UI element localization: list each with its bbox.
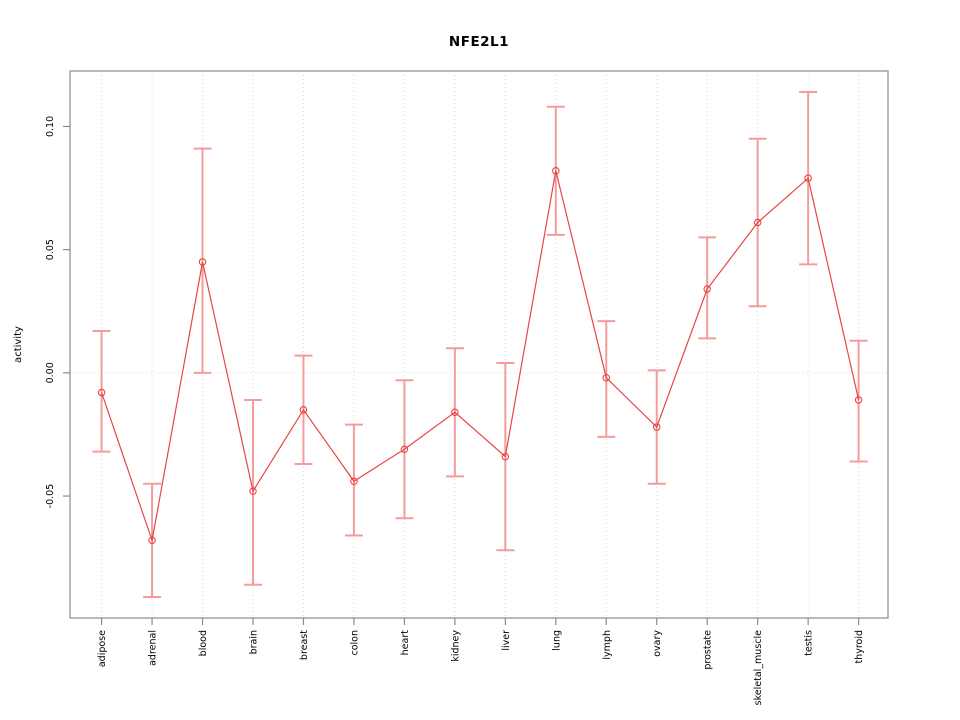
data-point [451, 408, 459, 417]
y-tick-label: -0.05 [45, 484, 56, 509]
x-tick-label: thyroid [854, 630, 865, 664]
data-point [400, 445, 409, 453]
x-tick-label: prostate [703, 630, 714, 670]
data-point [198, 258, 207, 266]
data-point [148, 536, 156, 545]
data-point [501, 452, 510, 461]
data-point [703, 285, 711, 293]
data-point [652, 423, 661, 431]
x-tick-label: lung [551, 630, 562, 651]
x-tick-label: adipose [97, 630, 108, 667]
data-point [249, 487, 257, 495]
chart-title: NFE2L1 [448, 34, 510, 50]
x-tick-label: lymph [602, 630, 613, 660]
data-point [753, 218, 762, 227]
y-tick-label: 0.00 [45, 362, 56, 383]
data-point [97, 388, 106, 397]
x-tick-label: kidney [450, 630, 461, 662]
data-point [552, 167, 560, 175]
x-tick-label: ovary [652, 630, 663, 657]
data-point [299, 406, 308, 414]
data-point [804, 174, 812, 182]
y-axis-title: activity [13, 326, 24, 363]
x-tick-label: adrenal [148, 630, 159, 666]
series-line [101, 170, 860, 543]
x-tick-label: liver [501, 630, 512, 651]
x-tick-label: breast [299, 630, 310, 660]
x-tick-label: brain [249, 630, 260, 654]
data-point [854, 396, 863, 404]
x-tick-label: colon [349, 630, 360, 656]
x-tick-label: skeletal_muscle [753, 630, 764, 705]
x-tick-label: heart [400, 630, 411, 656]
x-tick-label: blood [198, 630, 209, 656]
y-tick-label: 0.10 [45, 116, 56, 137]
data-point [602, 374, 611, 382]
plot-frame [69, 70, 889, 619]
data-point [350, 477, 358, 485]
x-tick-label: testis [804, 630, 815, 656]
y-tick-label: 0.05 [45, 239, 56, 260]
